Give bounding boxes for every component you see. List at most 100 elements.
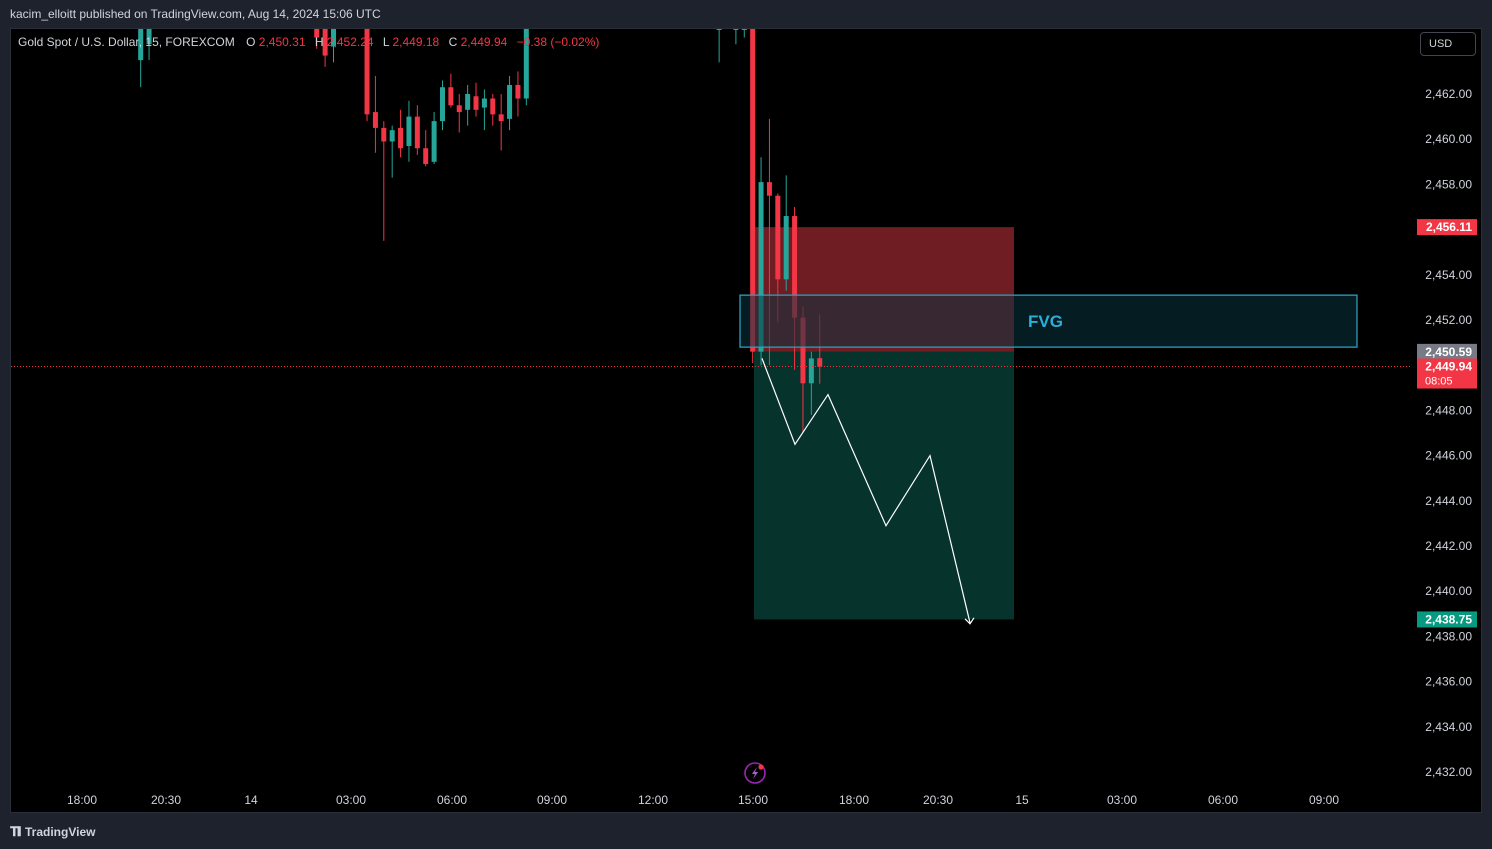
publish-header: kacim_elloitt published on TradingView.c… [0,0,1492,28]
candle-body[interactable] [314,29,320,38]
last-price-tag: 2,449.94 [1425,360,1472,374]
fvg-zone[interactable] [739,294,1358,348]
y-axis-tick-label: 2,458.00 [1425,177,1472,191]
legend-open-label: O [246,35,255,49]
candle-body[interactable] [456,105,462,113]
candle-body[interactable] [741,29,747,30]
candle-body[interactable] [792,216,798,318]
candle-body[interactable] [448,87,454,106]
candle-body[interactable] [490,98,496,115]
legend-close-label: C [449,35,458,49]
candle-body[interactable] [406,116,412,146]
take-profit-price-tag: 2,438.75 [1425,612,1472,626]
candle-body[interactable] [331,29,336,47]
stop-loss-price-tag-bg [1417,219,1477,236]
take-profit-zone[interactable] [754,351,1014,620]
candle-body[interactable] [389,130,395,142]
tradingview-brand: TradingView [24,825,96,839]
candle-body[interactable] [414,116,420,149]
tradingview-logo[interactable]: 𝐓❙ TradingView [10,824,95,840]
replay-lightning-icon[interactable] [744,762,766,784]
candle-body[interactable] [146,29,152,45]
stop-loss-price-tag: 2,456.11 [1426,220,1472,234]
legend-close: 2,449.94 [461,35,508,49]
y-axis-tick-label: 2,434.00 [1425,720,1472,734]
fvg-label: FVG [1028,312,1063,331]
entry-price-tag: 2,450.59 [1425,345,1472,359]
candle-body[interactable] [364,29,370,115]
y-axis-tick-label: 2,448.00 [1425,403,1472,417]
x-axis-tick-label: 18:00 [67,793,97,807]
legend-low: 2,449.18 [393,35,440,49]
x-axis-tick-label: 15 [1015,793,1029,807]
x-axis-tick-label: 09:00 [1309,793,1339,807]
last-price-tag-bg [1417,358,1477,389]
x-axis-tick-label: 15:00 [738,793,768,807]
projected-path[interactable] [761,358,971,623]
y-axis-tick-label: 2,454.00 [1425,268,1472,282]
x-axis-tick-label: 20:30 [923,793,953,807]
candle-body[interactable] [758,182,764,352]
x-axis-tick-label: 12:00 [638,793,668,807]
entry-price-tag-bg [1417,343,1477,360]
candle-body[interactable] [750,29,756,352]
bar-countdown: 08:05 [1425,376,1453,388]
candle-body[interactable] [481,98,487,108]
legend-high-label: H [315,35,324,49]
legend-symbol: Gold Spot / U.S. Dollar, 15, FOREXCOM [18,35,235,49]
projected-path-arrowhead [964,617,975,625]
legend-low-label: L [383,35,390,49]
y-axis-tick-label: 2,462.00 [1425,87,1472,101]
x-axis-tick-label: 06:00 [437,793,467,807]
legend-change: −0.38 (−0.02%) [517,35,600,49]
candle-body[interactable] [515,84,521,99]
candle-body[interactable] [775,195,781,280]
x-axis-tick-label: 18:00 [839,793,869,807]
candle-body[interactable] [465,94,471,110]
candle-body[interactable] [733,29,739,30]
y-axis-tick-label: 2,452.00 [1425,313,1472,327]
candle-body[interactable] [783,216,789,280]
candle-body[interactable] [817,358,823,367]
candle-body[interactable] [800,317,806,384]
x-axis-tick-label: 03:00 [336,793,366,807]
candle-body[interactable] [766,182,772,196]
tradingview-logo-icon: 𝐓❙ [10,824,21,839]
currency-button[interactable]: USD [1420,32,1476,56]
candle-body[interactable] [423,148,429,165]
candle-body[interactable] [372,112,378,128]
candle-body[interactable] [138,29,144,61]
x-axis-tick-label: 14 [244,793,258,807]
candle-body[interactable] [498,114,504,122]
candle-body[interactable] [523,29,529,99]
y-axis-tick-label: 2,460.00 [1425,132,1472,146]
x-axis-tick-label: 06:00 [1208,793,1238,807]
candle-body[interactable] [439,87,445,122]
candle-body[interactable] [381,127,387,142]
x-axis-tick-label: 20:30 [151,793,181,807]
y-axis-tick-label: 2,440.00 [1425,584,1472,598]
candle-body[interactable] [473,96,479,110]
x-axis-tick-label: 09:00 [537,793,567,807]
y-axis-tick-label: 2,436.00 [1425,675,1472,689]
publish-info: kacim_elloitt published on TradingView.c… [10,7,381,21]
y-axis-tick-label: 2,432.00 [1425,765,1472,779]
y-axis-tick-label: 2,438.00 [1425,629,1472,643]
candle-body[interactable] [398,127,404,149]
legend-high: 2,452.24 [327,35,374,49]
candle-body[interactable] [507,84,513,119]
y-axis-tick-label: 2,444.00 [1425,494,1472,508]
x-axis-tick-label: 03:00 [1107,793,1137,807]
candle-body[interactable] [431,121,437,162]
footer: 𝐓❙ TradingView [0,815,1492,849]
y-axis-tick-label: 2,442.00 [1425,539,1472,553]
chart-legend: Gold Spot / U.S. Dollar, 15, FOREXCOM O … [18,35,599,49]
candle-body[interactable] [322,29,328,56]
y-axis-tick-label: 2,446.00 [1425,449,1472,463]
candle-body[interactable] [808,358,814,384]
legend-open: 2,450.31 [259,35,306,49]
candle-body[interactable] [716,29,722,30]
chart-frame[interactable] [10,28,1482,813]
take-profit-price-tag-bg [1417,611,1477,628]
